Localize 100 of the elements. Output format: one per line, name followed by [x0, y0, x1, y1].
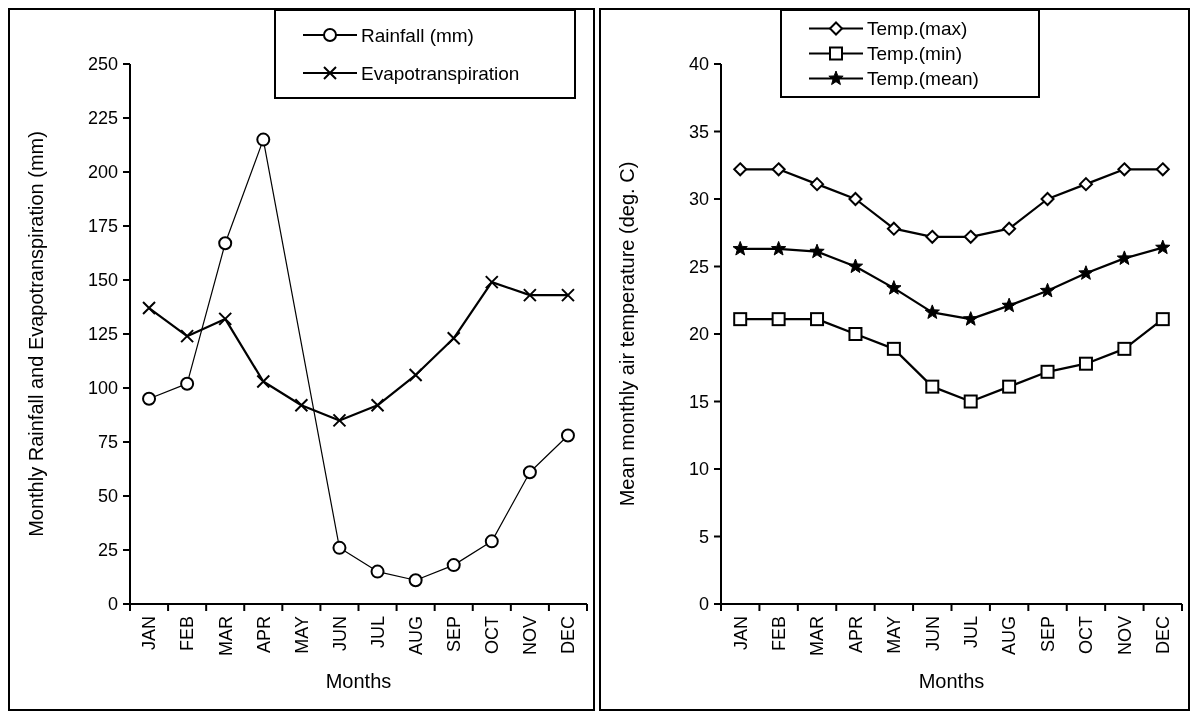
point [522, 465, 537, 480]
y-tick-label: 15 [688, 391, 709, 412]
point [732, 240, 748, 256]
y-tick-label: 20 [688, 324, 709, 345]
point [963, 229, 978, 244]
point [218, 311, 233, 326]
x-tick-label: DEC [558, 616, 579, 655]
point [1155, 162, 1170, 177]
point [809, 243, 825, 259]
point [1001, 297, 1017, 313]
y-tick-label: 225 [87, 108, 118, 129]
y-tick-label: 125 [87, 324, 118, 345]
point [1078, 177, 1093, 192]
y-tick-label: 75 [97, 432, 118, 453]
legend-label: Temp.(max) [867, 18, 968, 40]
point [446, 558, 461, 573]
point [848, 327, 863, 341]
x-tick-label: JUN [329, 616, 350, 651]
point [484, 275, 499, 290]
x-tick-label: JUL [367, 616, 388, 649]
point [771, 162, 786, 177]
point [332, 540, 347, 555]
y-tick-label: 35 [688, 121, 709, 142]
x-tick-label: FEB [177, 616, 198, 652]
point [1040, 364, 1055, 379]
x-tick-label: NOV [1114, 616, 1135, 656]
point [924, 304, 940, 319]
point [1078, 356, 1093, 371]
point [1117, 341, 1132, 356]
x-tick-label: AUG [999, 616, 1020, 656]
point [1078, 265, 1094, 280]
point [484, 534, 499, 549]
y-axis-title: Mean monthly air temperature (deg. C) [616, 161, 638, 507]
x-tick-label: OCT [1076, 616, 1097, 654]
point [560, 288, 575, 303]
point [733, 312, 748, 327]
point [408, 368, 423, 383]
x-tick-label: SEP [1037, 616, 1058, 653]
x-tick-label: MAR [215, 616, 236, 656]
y-tick-label: 40 [688, 54, 709, 75]
point [770, 240, 787, 256]
point [886, 341, 901, 356]
point [256, 374, 271, 389]
legend-label: Temp.(min) [867, 43, 963, 65]
point [370, 564, 385, 579]
x-axis-title: Months [918, 670, 985, 692]
point [771, 312, 786, 327]
point [925, 229, 940, 244]
y-tick-label: 175 [87, 216, 118, 237]
point [256, 132, 271, 147]
point [1040, 192, 1055, 206]
legend-label: Rainfall (mm) [361, 24, 474, 46]
point [180, 329, 195, 344]
point [1116, 250, 1133, 265]
point [294, 398, 309, 413]
x-axis-title: Months [325, 670, 392, 692]
point [810, 177, 825, 192]
x-tick-label: AUG [405, 616, 426, 656]
y-tick-label: 25 [97, 540, 118, 561]
point [1002, 221, 1017, 236]
point [1155, 239, 1171, 255]
x-tick-label: JAN [730, 616, 751, 651]
point [142, 301, 157, 316]
point [218, 236, 233, 251]
x-tick-label: JAN [139, 616, 160, 651]
y-axis-title: Monthly Rainfall and Evapotranspiration (mm) [25, 131, 47, 537]
y-tick-label: 5 [698, 526, 709, 547]
point [886, 280, 902, 295]
x-tick-label: APR [253, 616, 274, 654]
x-tick-label: JUL [961, 616, 982, 649]
legend-label: Evapotranspiration [361, 62, 520, 84]
y-tick-label: 25 [688, 256, 709, 277]
point [1117, 162, 1132, 177]
point [1039, 282, 1056, 298]
x-tick-label: FEB [768, 616, 789, 652]
y-tick-label: 30 [688, 189, 709, 210]
point [560, 428, 575, 443]
point [522, 288, 537, 303]
point [332, 413, 347, 428]
point [925, 379, 940, 394]
point [963, 394, 978, 409]
x-tick-label: SEP [444, 616, 465, 653]
y-tick-label: 0 [698, 594, 709, 615]
y-tick-label: 250 [87, 54, 118, 75]
x-tick-label: MAY [884, 616, 905, 654]
point [370, 398, 385, 413]
x-tick-label: MAR [807, 616, 828, 656]
y-tick-label: 10 [688, 459, 709, 480]
y-tick-label: 200 [87, 162, 118, 183]
point [446, 331, 461, 346]
point [142, 391, 157, 406]
point [1002, 379, 1017, 394]
point [733, 162, 748, 177]
point [963, 311, 979, 326]
point [847, 258, 864, 274]
y-tick-label: 100 [87, 378, 118, 399]
y-tick-label: 0 [107, 594, 118, 615]
x-tick-label: MAY [291, 616, 312, 654]
legend-label: Temp.(mean) [867, 68, 979, 90]
point [848, 192, 863, 206]
